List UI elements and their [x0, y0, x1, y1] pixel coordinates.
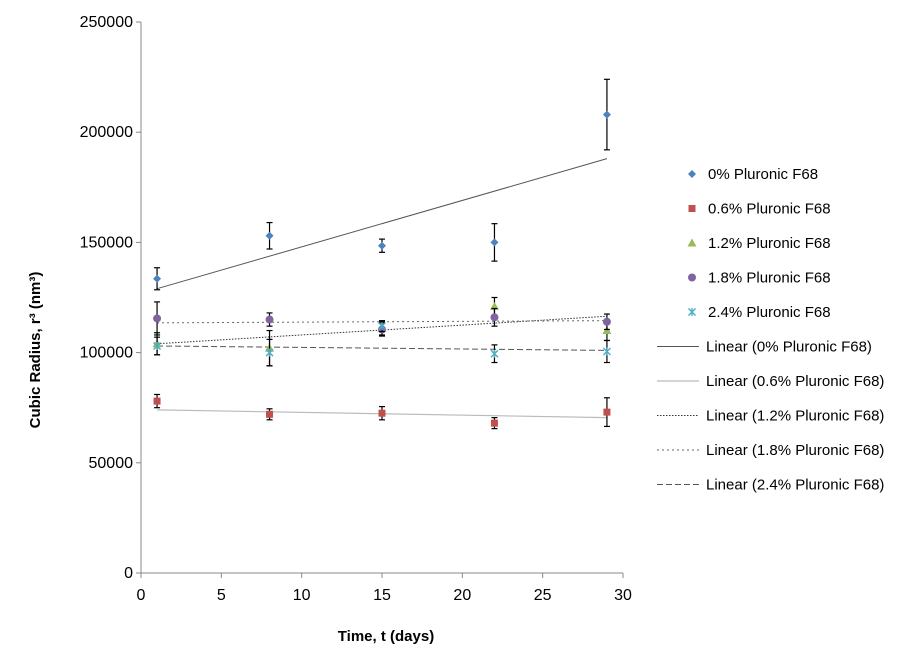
y-tick-label: 250000	[80, 14, 133, 31]
x-tick-label: 25	[534, 587, 552, 604]
legend: 0% Pluronic F68 0.6% Pluronic F68 1.2% Plu…	[657, 166, 884, 494]
x-tick-label: 30	[614, 587, 632, 604]
y-tick-label: 150000	[80, 234, 133, 251]
legend-label-0: 0% Pluronic F68	[708, 166, 818, 183]
x-tick-label: 10	[293, 587, 311, 604]
data-point-series-3	[602, 317, 611, 326]
data-point-series-1	[490, 419, 498, 427]
plot-area: 0 50000 100000 150000 200000 250000 0 5 10 15 20 25…	[80, 14, 632, 604]
x-tick-label: 20	[453, 587, 471, 604]
data-point-series-0	[490, 238, 499, 247]
legend-label-trendline-1: Linear (0.6% Pluronic F68)	[706, 373, 884, 390]
data-point-series-2	[602, 326, 612, 335]
legend-marker-1	[688, 205, 696, 212]
legend-label-1: 0.6% Pluronic F68	[708, 201, 831, 218]
data-point-series-1	[603, 408, 611, 416]
legend-label-trendline-3: Linear (1.8% Pluronic F68)	[706, 442, 884, 459]
legend-marker-4	[688, 308, 696, 316]
data-point-series-3	[490, 313, 499, 322]
data-point-series-1	[266, 410, 274, 418]
y-tick-label: 200000	[80, 124, 133, 141]
legend-label-4: 2.4% Pluronic F68	[708, 304, 831, 321]
y-axis-title: Cubic Radius, r³ (nm³)	[27, 272, 44, 429]
legend-label-trendline-0: Linear (0% Pluronic F68)	[706, 339, 872, 356]
data-point-series-4	[378, 322, 386, 331]
data-point-series-0	[265, 231, 274, 240]
legend-label-3: 1.8% Pluronic F68	[708, 270, 831, 287]
data-point-series-4	[490, 349, 499, 358]
data-point-series-1	[378, 409, 386, 417]
y-tick-label: 0	[124, 565, 133, 582]
legend-label-trendline-2: Linear (1.2% Pluronic F68)	[706, 408, 884, 425]
data-point-series-0	[378, 241, 386, 250]
data-point-series-4	[153, 341, 162, 350]
legend-label-2: 1.2% Pluronic F68	[708, 235, 831, 252]
legend-label-trendline-4: Linear (2.4% Pluronic F68)	[706, 477, 884, 494]
data-point-series-2	[489, 301, 499, 310]
trendline-0	[156, 158, 608, 290]
data-point-series-4	[265, 348, 274, 357]
data-point-series-3	[265, 315, 274, 324]
x-tick-label: 15	[373, 587, 391, 604]
x-axis-title: Time, t (days)	[338, 628, 434, 645]
y-tick-label: 50000	[89, 455, 134, 472]
legend-marker-2	[687, 238, 697, 247]
y-tick-label: 100000	[80, 345, 133, 362]
x-tick-label: 5	[217, 587, 226, 604]
data-point-series-0	[153, 274, 162, 283]
legend-marker-3	[688, 273, 696, 282]
data-point-series-3	[153, 314, 162, 323]
trendline-4	[157, 345, 607, 351]
x-tick-label: 0	[137, 587, 146, 604]
legend-marker-0	[688, 170, 696, 178]
data-point-series-1	[153, 397, 161, 405]
data-point-series-4	[602, 347, 611, 356]
data-point-series-0	[602, 110, 611, 119]
